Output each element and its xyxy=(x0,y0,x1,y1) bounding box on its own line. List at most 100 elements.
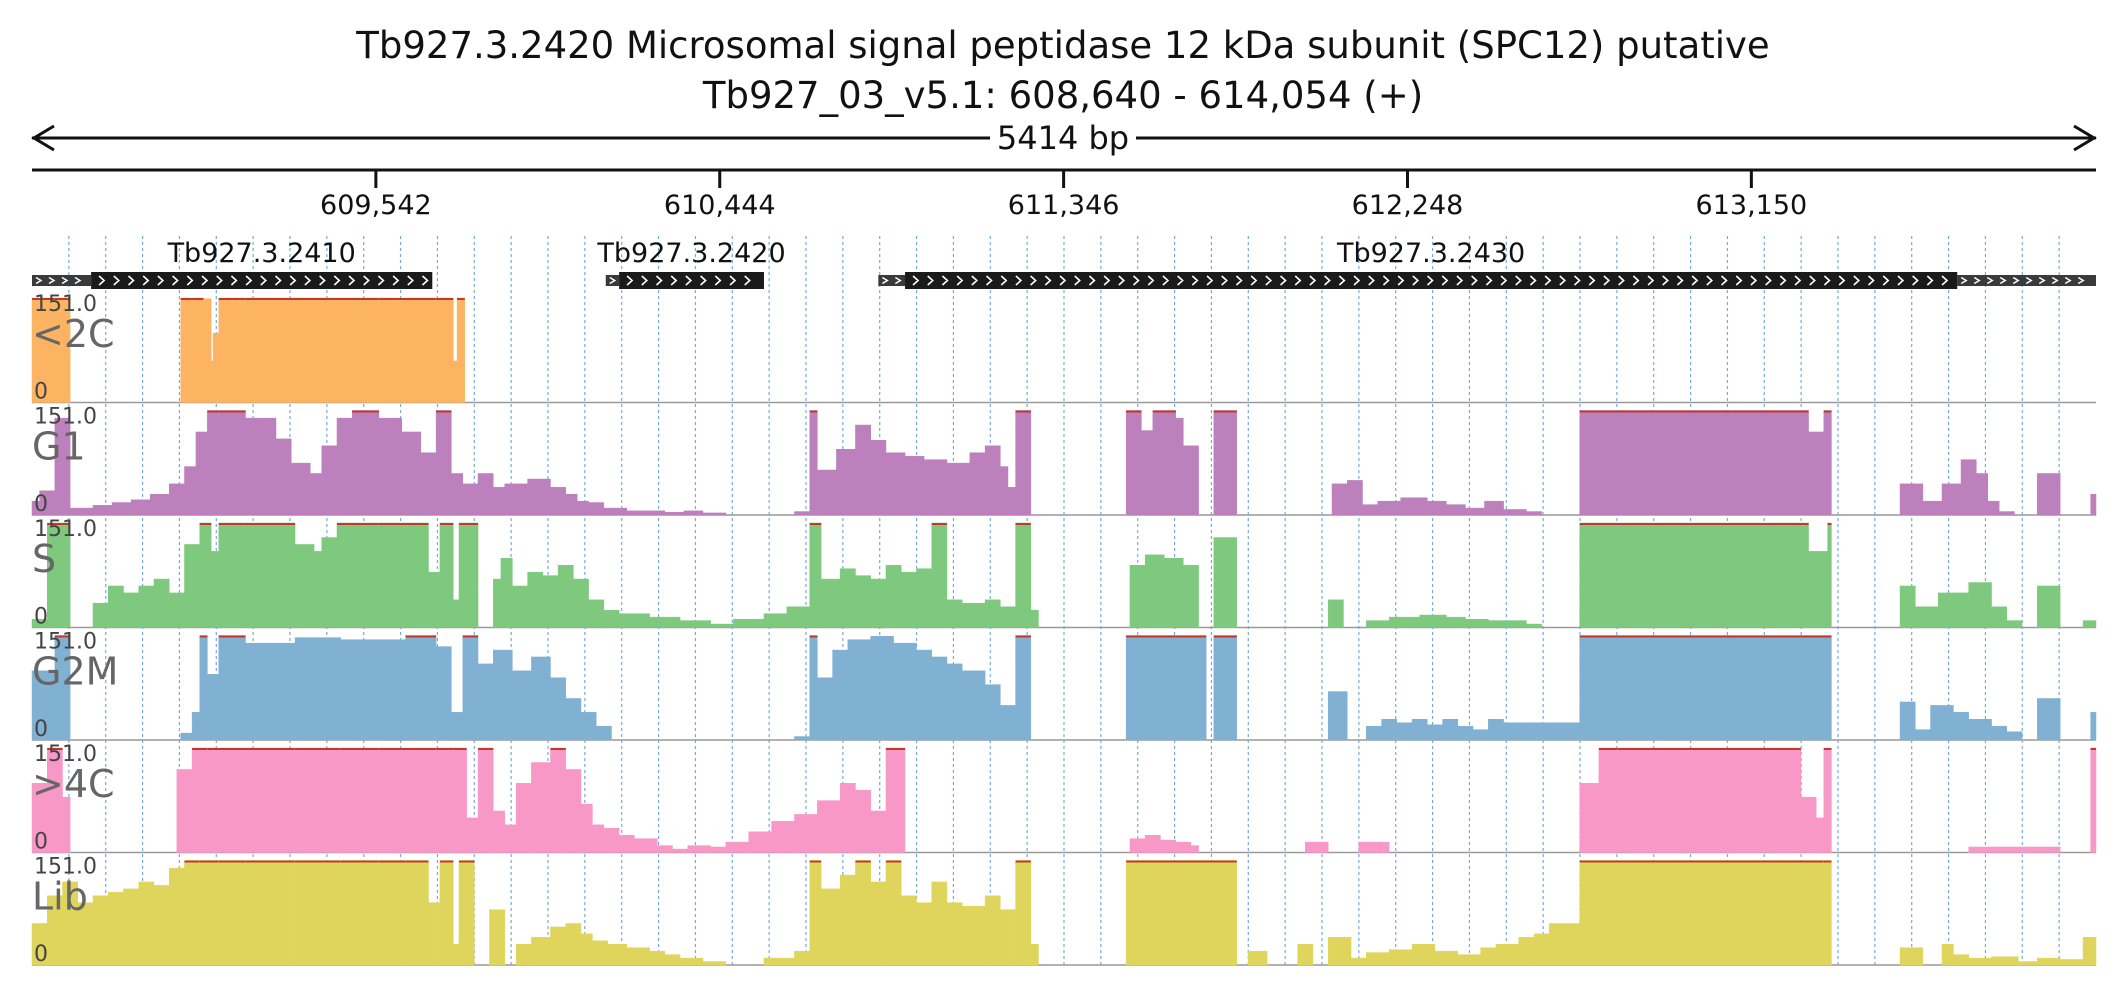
track-max-label: 151.0 xyxy=(34,630,97,655)
coverage-bar xyxy=(1015,522,1032,628)
coverage-bar xyxy=(832,649,849,741)
coverage-bar xyxy=(984,684,1001,741)
coverage-bar xyxy=(786,606,810,628)
coverage-bar xyxy=(1129,564,1146,628)
coverage-bar xyxy=(573,578,589,628)
coverage-bar xyxy=(634,838,658,853)
coverage-bar xyxy=(1899,483,1924,516)
coverage-bar xyxy=(512,670,532,741)
coverage-bar xyxy=(725,841,749,853)
coverage-bar xyxy=(92,895,109,966)
coverage-bar xyxy=(557,564,574,628)
coverage-bar xyxy=(1362,504,1379,516)
coverage-bar xyxy=(1808,551,1828,628)
coverage-bar xyxy=(1152,410,1176,516)
coverage-bar xyxy=(439,522,454,628)
coverage-bar xyxy=(149,493,170,516)
coverage-bar xyxy=(218,522,246,628)
coverage-bar xyxy=(855,575,871,628)
coverage-bar xyxy=(1823,747,1832,853)
coverage-bar xyxy=(493,810,505,853)
coverage-bar xyxy=(1183,564,1199,628)
coverage-bar xyxy=(138,881,155,966)
coverage-bar xyxy=(1419,614,1447,628)
coverage-bar xyxy=(626,947,650,966)
coverage-bar xyxy=(1488,620,1527,628)
coverage-bar xyxy=(1000,466,1009,516)
coverage-bar xyxy=(588,599,605,628)
coverage-bar xyxy=(527,478,551,516)
coverage-bar xyxy=(203,298,212,403)
track-min-label: 0 xyxy=(34,605,48,630)
coverage-bar xyxy=(453,747,467,853)
coverage-bar xyxy=(1991,606,2008,628)
track-name: <2C xyxy=(32,312,115,356)
coverage-bar xyxy=(466,817,479,853)
coverage-bar xyxy=(1549,722,1581,741)
coverage-bar xyxy=(1015,635,1032,741)
coverage-bar xyxy=(531,656,551,741)
coverage-bar xyxy=(702,512,727,516)
track-2: 151.0 0 S xyxy=(31,517,2097,630)
coverage-bar xyxy=(1899,947,1924,966)
coverage-bar xyxy=(820,578,841,628)
coverage-bar xyxy=(1457,954,1481,966)
coverage-bar xyxy=(493,487,505,516)
coverage-bar xyxy=(69,507,94,516)
coverage-bar xyxy=(1998,846,2030,853)
coverage-bar xyxy=(855,424,871,516)
coverage-bar xyxy=(817,800,841,853)
coverage-bar xyxy=(340,639,406,741)
coverage-bar xyxy=(916,902,932,966)
coverage-bar xyxy=(1968,846,2000,853)
coverage-bar xyxy=(656,845,673,853)
gene-label: Tb927.3.2410 xyxy=(167,238,356,269)
coverage-bar xyxy=(592,824,605,853)
coverage-bar xyxy=(1331,483,1348,516)
coverage-bar xyxy=(885,747,906,853)
track-max-label: 151.0 xyxy=(34,517,97,542)
coverage-bar xyxy=(1129,838,1146,853)
coverage-bar xyxy=(679,620,711,628)
coverage-bar xyxy=(184,860,200,966)
coverage-bar xyxy=(683,510,704,516)
track-min-label: 0 xyxy=(34,717,48,742)
coverage-bar xyxy=(207,410,220,516)
coverage-bar xyxy=(458,860,475,966)
coverage-bar xyxy=(916,649,932,741)
coverage-bar xyxy=(1434,950,1459,966)
coverage-bar xyxy=(984,599,1001,628)
coverage-bar xyxy=(199,860,220,966)
coverage-bar xyxy=(1480,947,1497,966)
coverage-bar xyxy=(1327,599,1344,628)
coverage-bar xyxy=(245,417,277,516)
coverage-bar xyxy=(493,578,502,628)
coverage-bar xyxy=(931,522,948,628)
coverage-bar xyxy=(405,635,437,741)
coverage-bar xyxy=(378,297,437,403)
coverage-bar xyxy=(607,943,627,966)
coverage-bar xyxy=(1000,909,1016,966)
coverage-bar xyxy=(1015,860,1032,966)
gene-label: Tb927.3.2430 xyxy=(1336,238,1525,269)
coverage-bar xyxy=(428,902,441,966)
coverage-bar xyxy=(1427,724,1443,741)
coverage-bar xyxy=(2090,747,2097,853)
coverage-bar xyxy=(1213,410,1237,516)
coverage-bar xyxy=(1396,722,1413,741)
coverage-bar xyxy=(885,564,902,628)
coverage-bar xyxy=(1579,635,1832,741)
coverage-bar xyxy=(1827,522,1832,628)
coverage-bar xyxy=(199,522,212,628)
coverage-bar xyxy=(603,609,620,628)
coverage-bar xyxy=(626,510,666,516)
coverage-bar xyxy=(870,810,887,853)
coverage-bar xyxy=(1598,747,1619,853)
coverage-bar xyxy=(123,888,139,966)
track-min-label: 0 xyxy=(34,380,48,405)
coverage-bar xyxy=(477,663,494,741)
coverage-bar xyxy=(2090,712,2097,741)
coverage-bar xyxy=(1190,845,1199,853)
coverage-bar xyxy=(1000,606,1016,628)
coverage-bar xyxy=(565,698,582,741)
